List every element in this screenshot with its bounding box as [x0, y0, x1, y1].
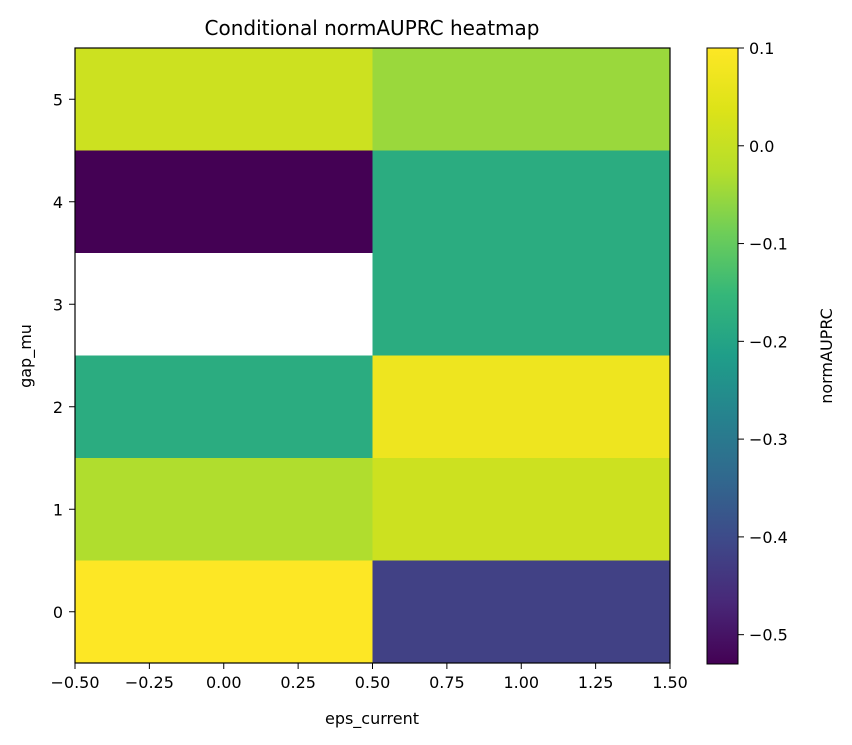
x-tick-label: 0.25	[280, 673, 316, 692]
heatmap-cell-y0-x0	[75, 560, 373, 663]
heatmap-cell-y3-x1	[372, 253, 670, 356]
y-tick-label: 5	[53, 90, 63, 109]
colorbar-tick-label: −0.2	[749, 332, 788, 351]
colorbar-tick-label: 0.1	[749, 39, 774, 58]
colorbar	[706, 47, 739, 665]
x-tick-label: 0.50	[355, 673, 391, 692]
heatmap-cell-y3-x0	[75, 253, 373, 356]
x-tick-label: 1.25	[578, 673, 614, 692]
x-tick-label: 0.00	[206, 673, 242, 692]
colorbar-tick-label: 0.0	[749, 137, 774, 156]
x-axis-label: eps_current	[325, 709, 419, 729]
x-tick-label: 1.50	[652, 673, 688, 692]
heatmap-cell-y2-x1	[372, 355, 670, 458]
x-tick-label: −0.50	[50, 673, 99, 692]
heatmap-cells	[75, 48, 670, 663]
heatmap-cell-y2-x0	[75, 355, 373, 458]
y-axis-label: gap_mu	[16, 324, 36, 388]
y-tick-label: 4	[53, 193, 63, 212]
colorbar-tick-label: −0.4	[749, 528, 788, 547]
colorbar-label: normAUPRC	[817, 308, 836, 404]
y-tick-label: 0	[53, 603, 63, 622]
heatmap-cell-y0-x1	[372, 560, 670, 663]
x-tick-label: 1.00	[503, 673, 539, 692]
heatmap-cell-y1-x1	[372, 458, 670, 561]
heatmap-cell-y4-x0	[75, 150, 373, 253]
y-tick-label: 2	[53, 398, 63, 417]
heatmap-cell-y4-x1	[372, 150, 670, 253]
heatmap-cell-y5-x1	[372, 48, 670, 151]
colorbar-tick-label: −0.3	[749, 430, 788, 449]
colorbar-tick-label: −0.5	[749, 626, 788, 645]
x-tick-label: −0.25	[125, 673, 174, 692]
y-tick-label: 1	[53, 500, 63, 519]
heatmap-cell-y5-x0	[75, 48, 373, 151]
y-axis-ticks: 0 1 2 3 4 5	[53, 90, 75, 622]
heatmap-cell-y1-x0	[75, 458, 373, 561]
chart-title: Conditional normAUPRC heatmap	[205, 16, 540, 40]
x-axis-ticks: −0.50 −0.25 0.00 0.25 0.50 0.75 1.00 1.25 1.50	[50, 663, 688, 692]
colorbar-tick-label: −0.1	[749, 235, 788, 254]
colorbar-ticks: 0.1 0.0 −0.1 −0.2 −0.3 −0.4 −0.5	[738, 39, 788, 645]
y-tick-label: 3	[53, 295, 63, 314]
x-tick-label: 0.75	[429, 673, 465, 692]
